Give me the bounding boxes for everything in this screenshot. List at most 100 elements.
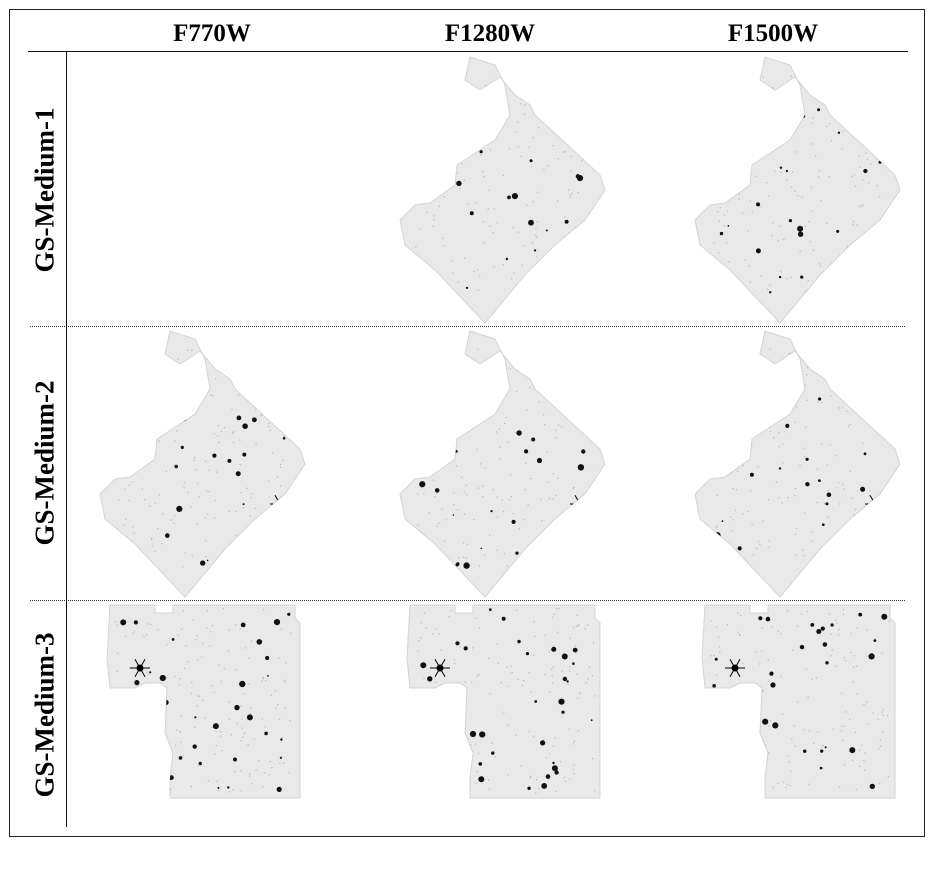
noise-speck	[573, 764, 575, 766]
noise-speck	[475, 617, 478, 620]
noise-speck	[820, 200, 822, 202]
noise-speck	[564, 780, 567, 782]
source-point	[515, 551, 519, 555]
row-label-rule	[66, 52, 67, 827]
noise-speck	[732, 519, 734, 521]
noise-speck	[715, 756, 717, 758]
source-point	[248, 543, 252, 547]
source-point	[574, 275, 579, 279]
noise-speck	[533, 620, 535, 623]
noise-speck	[872, 712, 874, 714]
noise-speck	[251, 783, 253, 785]
noise-speck	[796, 625, 799, 627]
source-point	[737, 546, 742, 551]
noise-speck	[278, 718, 281, 720]
noise-speck	[586, 624, 589, 626]
noise-speck	[872, 371, 874, 373]
noise-speck	[534, 635, 536, 638]
source-point	[855, 398, 859, 401]
noise-speck	[178, 684, 180, 686]
noise-speck	[222, 607, 225, 610]
noise-speck	[769, 720, 772, 722]
source-point	[491, 751, 495, 755]
noise-speck	[235, 624, 237, 626]
noise-speck	[783, 238, 785, 241]
noise-speck	[475, 782, 478, 785]
source-point	[572, 647, 578, 653]
noise-speck	[717, 252, 720, 254]
source-point	[540, 740, 546, 746]
noise-speck	[862, 442, 864, 444]
source-point	[558, 257, 563, 262]
noise-speck	[594, 695, 596, 697]
noise-speck	[524, 489, 526, 491]
noise-speck	[118, 499, 120, 501]
noise-speck	[129, 371, 131, 373]
source-point	[762, 718, 769, 725]
source-point	[736, 694, 741, 699]
noise-speck	[440, 708, 442, 711]
noise-speck	[744, 155, 747, 157]
noise-speck	[206, 513, 209, 516]
noise-speck	[278, 657, 280, 659]
noise-speck	[775, 481, 778, 483]
noise-speck	[574, 644, 577, 647]
noise-speck	[794, 151, 796, 153]
noise-speck	[819, 265, 822, 267]
noise-speck	[806, 610, 808, 613]
noise-speck	[465, 557, 467, 559]
noise-speck	[218, 441, 220, 444]
noise-speck	[545, 544, 548, 546]
noise-speck	[757, 466, 759, 468]
noise-speck	[817, 401, 819, 404]
noise-speck	[562, 151, 565, 153]
source-point	[197, 393, 203, 399]
source-point	[463, 646, 468, 651]
noise-speck	[414, 167, 417, 170]
noise-speck	[255, 769, 257, 771]
noise-speck	[769, 430, 772, 433]
noise-speck	[726, 242, 728, 244]
noise-speck	[512, 513, 514, 515]
noise-speck	[524, 92, 526, 94]
noise-speck	[464, 406, 467, 408]
noise-speck	[532, 137, 534, 139]
noise-speck	[740, 415, 742, 418]
noise-speck	[741, 782, 744, 785]
noise-speck	[259, 351, 261, 353]
noise-speck	[423, 678, 425, 680]
noise-speck	[446, 153, 448, 155]
noise-speck	[856, 693, 858, 695]
source-point	[507, 195, 511, 200]
noise-speck	[453, 659, 455, 661]
noise-speck	[746, 763, 749, 765]
noise-speck	[255, 443, 257, 445]
noise-speck	[477, 487, 480, 489]
source-point	[712, 684, 716, 688]
noise-speck	[805, 668, 807, 671]
noise-speck	[456, 172, 459, 174]
noise-speck	[248, 396, 251, 399]
noise-speck	[228, 791, 230, 793]
noise-speck	[866, 158, 869, 161]
source-point	[483, 102, 485, 105]
source-point	[824, 746, 827, 749]
noise-speck	[838, 407, 840, 409]
noise-speck	[738, 149, 740, 151]
mosaic-image	[694, 56, 901, 324]
noise-speck	[804, 384, 806, 386]
noise-speck	[455, 465, 458, 467]
noise-speck	[217, 435, 219, 437]
source-point	[727, 225, 730, 227]
noise-speck	[866, 263, 868, 265]
noise-speck	[283, 435, 285, 438]
noise-speck	[553, 123, 555, 125]
noise-speck	[414, 263, 416, 265]
noise-speck	[754, 611, 756, 613]
noise-speck	[874, 363, 877, 366]
column-header-f1500w: F1500W	[727, 20, 819, 47]
noise-speck	[457, 699, 459, 701]
source-point	[545, 229, 548, 232]
noise-speck	[442, 237, 444, 240]
noise-speck	[204, 540, 207, 542]
